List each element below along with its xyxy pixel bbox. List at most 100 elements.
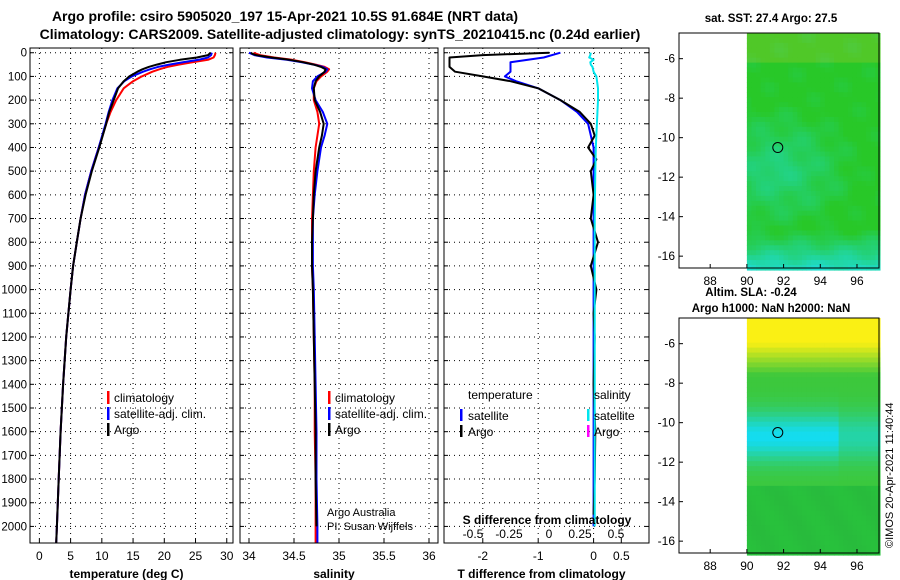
map-cell — [852, 121, 858, 128]
map-cell — [765, 352, 771, 359]
map-cell — [779, 431, 785, 438]
map-cell — [847, 327, 853, 334]
map-cell — [875, 220, 881, 227]
map-cell — [852, 530, 858, 536]
map-cell — [765, 495, 771, 502]
map-cell — [829, 215, 835, 222]
map-cell — [797, 520, 803, 526]
map-cell — [852, 332, 858, 339]
map-cell — [852, 205, 858, 212]
map-cell — [843, 431, 849, 438]
map-cell — [801, 505, 808, 512]
map-cell — [760, 396, 766, 403]
map-cell — [774, 200, 780, 207]
map-cell — [824, 357, 831, 364]
map-cell — [801, 387, 808, 393]
map-cell — [779, 255, 785, 261]
map-cell — [769, 411, 776, 418]
map-cell — [870, 461, 876, 467]
map-cell — [792, 495, 798, 502]
depth-tick-label: 200 — [8, 95, 27, 107]
map-cell — [866, 240, 872, 246]
map-cell — [769, 82, 776, 88]
map-cell — [797, 225, 803, 232]
map-cell — [838, 47, 844, 54]
map-cell — [875, 431, 881, 438]
map-cell — [783, 505, 789, 512]
map-cell — [852, 92, 858, 98]
map-cell — [834, 396, 840, 403]
map-cell — [792, 525, 798, 531]
map-cell — [756, 107, 762, 113]
map-cell — [852, 406, 858, 413]
map-cell — [824, 475, 831, 482]
map-cell — [811, 166, 817, 172]
map-cell — [806, 230, 812, 237]
map-cell — [774, 535, 780, 541]
map-cell — [856, 327, 863, 334]
map-cell — [751, 255, 757, 261]
map-cell — [843, 332, 849, 339]
map-cell — [769, 111, 776, 118]
map-cell — [788, 387, 794, 393]
map-cell — [746, 47, 753, 54]
map-cell — [861, 220, 867, 227]
map-cell — [811, 171, 817, 177]
map-cell — [751, 327, 757, 334]
map-cell — [852, 362, 858, 368]
map-cell — [779, 396, 785, 403]
map-cell — [756, 57, 762, 64]
map-cell — [856, 260, 863, 266]
map-cell — [746, 260, 753, 266]
map-cell — [856, 240, 863, 246]
map-cell — [801, 480, 808, 487]
map-cell — [866, 525, 872, 531]
map-cell — [843, 62, 849, 69]
map-cell — [866, 136, 872, 143]
map-cell — [875, 111, 881, 118]
map-cell — [806, 347, 812, 354]
map-cell — [788, 230, 794, 237]
map-cell — [779, 382, 785, 388]
map-cell — [746, 318, 753, 324]
map-cell — [852, 510, 858, 517]
map-cell — [756, 156, 762, 162]
map-cell — [838, 111, 844, 118]
map-cell — [792, 490, 798, 497]
map-cell — [779, 377, 785, 383]
map-cell — [847, 52, 853, 59]
map-cell — [866, 195, 872, 202]
map-cell — [870, 382, 876, 388]
map-cell — [820, 131, 826, 138]
map-cell — [797, 161, 803, 167]
sst-map: sat. SST: 27.4 Argo: 27.588 90 92 94 96-6-8-… — [658, 13, 881, 288]
map-cell — [797, 146, 803, 153]
map-cell — [801, 151, 808, 158]
map-cell — [824, 416, 831, 423]
map-cell — [806, 116, 812, 123]
map-cell — [847, 396, 853, 403]
map-cell — [792, 126, 798, 133]
map-cell — [820, 318, 826, 324]
map-cell — [838, 318, 844, 324]
map-cell — [847, 401, 853, 408]
map-cell — [769, 151, 776, 158]
map-cell — [746, 475, 753, 482]
map-cell — [811, 520, 817, 526]
map-cell — [783, 485, 789, 492]
map-cell — [838, 210, 844, 217]
map-cell — [852, 480, 858, 487]
map-cell — [847, 245, 853, 251]
map-cell — [861, 210, 867, 217]
map-cell — [797, 421, 803, 428]
x-tick-label: 20 — [158, 549, 172, 563]
series-line-climatology — [253, 51, 331, 543]
map-cell — [774, 530, 780, 536]
map-cell — [756, 322, 762, 329]
map-cell — [847, 121, 853, 128]
map-cell — [792, 392, 798, 398]
map-cell — [760, 545, 766, 551]
map-cell — [783, 387, 789, 393]
map-cell — [820, 510, 826, 517]
map-cell — [820, 456, 826, 462]
